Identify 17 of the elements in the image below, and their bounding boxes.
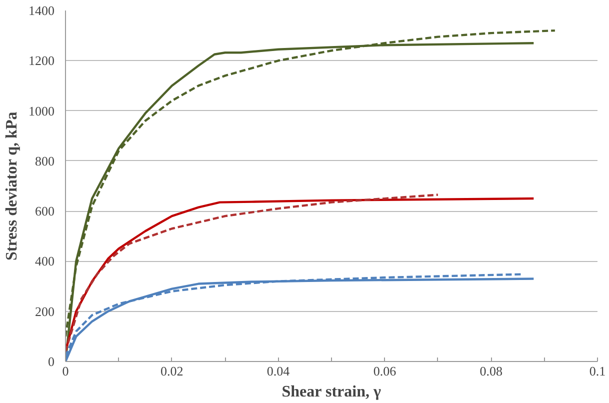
y-tick-label: 800 — [35, 153, 54, 168]
y-axis-title: Stress deviator q, kPa — [4, 112, 20, 261]
x-tick-label: 0.04 — [266, 364, 290, 378]
x-tick-label: 0.1 — [589, 364, 606, 378]
x-tick-label: 0.08 — [480, 364, 502, 378]
y-tick-label: 600 — [35, 204, 54, 219]
x-tick-label: 0 — [62, 364, 69, 378]
y-tick-label: 1200 — [28, 53, 54, 68]
x-tick-label: 0.02 — [160, 364, 184, 378]
y-tick-label: 1400 — [28, 3, 54, 18]
x-tick-label: 0.06 — [373, 364, 397, 378]
y-tick-label: 0 — [48, 354, 54, 369]
y-tick-label: 200 — [35, 304, 54, 319]
x-axis-title: Shear strain, γ — [282, 384, 382, 400]
y-tick-label: 400 — [35, 254, 54, 269]
line-series — [66, 194, 439, 353]
y-tick-label: 1000 — [28, 103, 54, 118]
